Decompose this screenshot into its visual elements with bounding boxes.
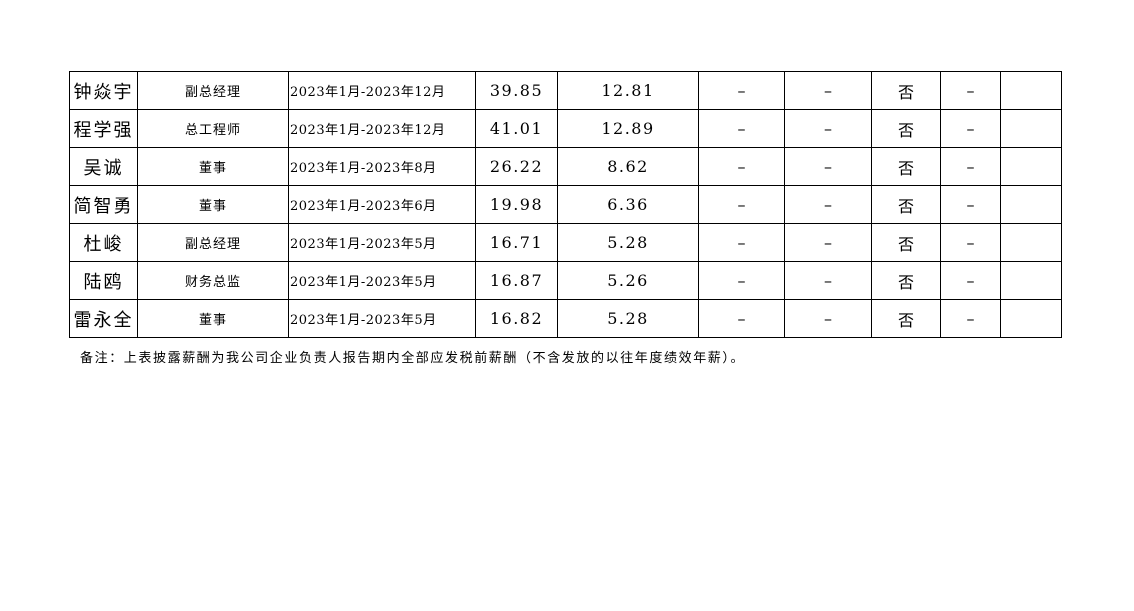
cell-c7: – — [784, 109, 872, 148]
cell-related: 否 — [871, 223, 941, 262]
cell-total: 19.98 — [475, 185, 558, 224]
cell-other: 12.89 — [557, 109, 699, 148]
cell-period: 2023年1月-2023年5月 — [288, 261, 476, 300]
cell-name: 程学强 — [69, 109, 138, 148]
cell-c9: – — [940, 223, 1001, 262]
table-row: 杜峻 副总经理 2023年1月-2023年5月 16.71 5.28– – 否 – — [69, 223, 1062, 262]
cell-title: 副总经理 — [137, 71, 289, 110]
cell-c7: – — [784, 71, 872, 110]
cell-related: 否 — [871, 261, 941, 300]
cell-title: 董事 — [137, 185, 289, 224]
cell-period: 2023年1月-2023年12月 — [288, 109, 476, 148]
cell-title: 董事 — [137, 147, 289, 186]
table-row: 程学强 总工程师 2023年1月-2023年12月 41.01 12.89– – 否 – — [69, 109, 1062, 148]
table-row: 陆鸥 财务总监 2023年1月-2023年5月 16.87 5.26– – 否 – — [69, 261, 1062, 300]
cell-c6: – — [698, 109, 785, 148]
cell-total: 16.71 — [475, 223, 558, 262]
cell-period: 2023年1月-2023年5月 — [288, 299, 476, 338]
cell-other: 8.62 — [557, 147, 699, 186]
cell-c7: – — [784, 261, 872, 300]
cell-related: 否 — [871, 185, 941, 224]
cell-c10 — [1000, 147, 1062, 186]
cell-title: 董事 — [137, 299, 289, 338]
cell-related: 否 — [871, 299, 941, 338]
cell-name: 杜峻 — [69, 223, 138, 262]
cell-period: 2023年1月-2023年12月 — [288, 71, 476, 110]
cell-name: 简智勇 — [69, 185, 138, 224]
cell-total: 16.82 — [475, 299, 558, 338]
cell-related: 否 — [871, 147, 941, 186]
cell-c10 — [1000, 185, 1062, 224]
table-row: 钟焱宇 副总经理 2023年1月-2023年12月 39.85 12.81– – 否 – — [69, 71, 1062, 110]
compensation-table: 钟焱宇 副总经理 2023年1月-2023年12月 39.85 12.81– – 否 – 程学强… — [69, 71, 1062, 338]
cell-c9: – — [940, 185, 1001, 224]
cell-total: 39.85 — [475, 71, 558, 110]
cell-c7: – — [784, 185, 872, 224]
cell-period: 2023年1月-2023年6月 — [288, 185, 476, 224]
cell-c10 — [1000, 223, 1062, 262]
cell-c9: – — [940, 71, 1001, 110]
cell-period: 2023年1月-2023年8月 — [288, 147, 476, 186]
cell-other: 12.81 — [557, 71, 699, 110]
cell-other: 5.28 — [557, 223, 699, 262]
cell-name: 雷永全 — [69, 299, 138, 338]
cell-c9: – — [940, 147, 1001, 186]
cell-title: 总工程师 — [137, 109, 289, 148]
cell-c9: – — [940, 109, 1001, 148]
cell-title: 财务总监 — [137, 261, 289, 300]
cell-c9: – — [940, 261, 1001, 300]
table-row: 吴诚 董事 2023年1月-2023年8月 26.22 8.62– – 否 – — [69, 147, 1062, 186]
cell-name: 吴诚 — [69, 147, 138, 186]
cell-title: 副总经理 — [137, 223, 289, 262]
cell-c7: – — [784, 223, 872, 262]
cell-period: 2023年1月-2023年5月 — [288, 223, 476, 262]
cell-name: 钟焱宇 — [69, 71, 138, 110]
table-row: 雷永全 董事 2023年1月-2023年5月 16.82 5.28– – 否 – — [69, 299, 1062, 338]
cell-other: 5.26 — [557, 261, 699, 300]
cell-name: 陆鸥 — [69, 261, 138, 300]
cell-total: 16.87 — [475, 261, 558, 300]
table-footnote: 备注：上表披露薪酬为我公司企业负责人报告期内全部应发税前薪酬（不含发放的以往年度… — [80, 351, 746, 366]
cell-c6: – — [698, 71, 785, 110]
cell-c10 — [1000, 299, 1062, 338]
cell-c9: – — [940, 299, 1001, 338]
cell-total: 41.01 — [475, 109, 558, 148]
cell-c7: – — [784, 299, 872, 338]
cell-c10 — [1000, 109, 1062, 148]
cell-c6: – — [698, 223, 785, 262]
cell-c10 — [1000, 261, 1062, 300]
cell-c6: – — [698, 261, 785, 300]
cell-other: 5.28 — [557, 299, 699, 338]
cell-c6: – — [698, 147, 785, 186]
cell-related: 否 — [871, 109, 941, 148]
cell-c6: – — [698, 299, 785, 338]
cell-c10 — [1000, 71, 1062, 110]
cell-c7: – — [784, 147, 872, 186]
cell-c6: – — [698, 185, 785, 224]
table-row: 简智勇 董事 2023年1月-2023年6月 19.98 6.36– – 否 – — [69, 185, 1062, 224]
cell-related: 否 — [871, 71, 941, 110]
cell-other: 6.36 — [557, 185, 699, 224]
cell-total: 26.22 — [475, 147, 558, 186]
